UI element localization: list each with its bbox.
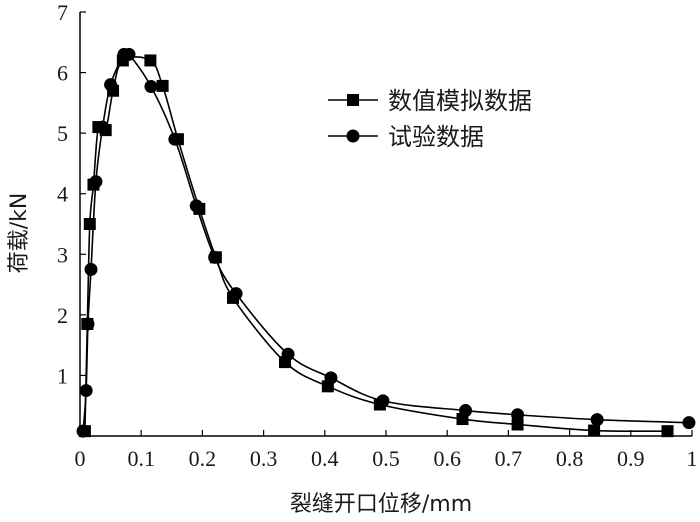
y-axis-title: 荷载/kN [7, 193, 32, 274]
circle-marker [144, 80, 158, 94]
series-line [82, 49, 689, 432]
x-tick-labels: 0 0.1 0.2 0.3 0.4 0.5 0.6 0.7 0.8 0.9 1 [75, 446, 698, 471]
x-tick-label: 0.2 [189, 446, 217, 471]
circle-marker [229, 287, 243, 301]
circle-marker [590, 413, 604, 427]
circle-marker [511, 408, 525, 422]
square-marker [661, 425, 674, 438]
x-tick-label: 0.1 [127, 446, 155, 471]
square-marker [511, 418, 524, 431]
circle-marker [324, 371, 338, 385]
square-marker [588, 424, 601, 437]
circle-marker [682, 416, 696, 430]
series-1 [78, 54, 674, 438]
x-axis-title: 裂缝开口位移/mm [290, 492, 472, 517]
circle-marker [104, 78, 118, 92]
legend-square-marker [347, 94, 359, 106]
circle-marker [208, 250, 222, 264]
circle-marker [122, 47, 136, 61]
circle-marker [459, 404, 473, 418]
y-tick-labels: 1 2 3 4 5 6 7 [57, 0, 68, 388]
series-layer [76, 47, 696, 438]
circle-marker [96, 120, 110, 134]
x-tick-label: 0.5 [372, 446, 400, 471]
tick-marks [79, 11, 693, 436]
circle-marker [84, 262, 98, 276]
axes [79, 12, 692, 437]
circle-marker [81, 317, 95, 331]
legend-item-1: 数值模拟数据 [328, 87, 532, 115]
series-line [84, 56, 668, 433]
series-2 [76, 47, 696, 438]
x-tick-label: 0.4 [311, 446, 339, 471]
y-tick-label: 4 [57, 182, 68, 207]
x-tick-label: 0.3 [250, 446, 278, 471]
x-tick-label: 0.6 [433, 446, 461, 471]
x-tick-label: 0 [75, 446, 86, 471]
legend-item-2: 试验数据 [328, 123, 484, 151]
circle-marker [79, 384, 93, 398]
legend-circle-marker [346, 129, 360, 143]
x-tick-label: 1 [687, 446, 698, 471]
y-tick-label: 6 [57, 61, 68, 86]
circle-marker [281, 347, 295, 361]
square-marker [156, 79, 169, 92]
circle-marker [89, 175, 103, 189]
y-tick-label: 5 [57, 121, 68, 146]
y-tick-label: 7 [57, 0, 68, 25]
legend-label: 试验数据 [388, 123, 484, 151]
y-tick-label: 2 [57, 303, 68, 328]
x-tick-label: 0.8 [556, 446, 584, 471]
square-marker [144, 54, 157, 67]
circle-marker [168, 132, 182, 146]
circle-marker [376, 394, 390, 408]
y-tick-label: 3 [57, 242, 68, 267]
y-tick-label: 1 [57, 363, 68, 388]
x-tick-label: 0.9 [617, 446, 645, 471]
x-tick-label: 0.7 [495, 446, 523, 471]
circle-marker [189, 199, 203, 213]
circle-marker [76, 424, 90, 438]
legend-label: 数值模拟数据 [388, 87, 532, 115]
